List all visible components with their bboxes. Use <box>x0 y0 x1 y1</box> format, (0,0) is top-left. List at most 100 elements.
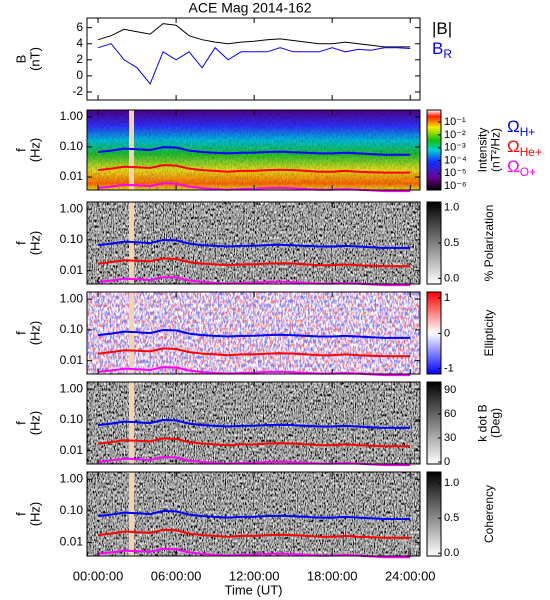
colorbar-label: Coherency <box>482 485 496 543</box>
data-gap <box>129 382 134 464</box>
colorbar-tick-label: 90 <box>444 384 456 396</box>
y-tick-label: 0.01 <box>60 263 84 277</box>
data-gap <box>129 202 134 284</box>
plot-area <box>87 110 420 190</box>
colorbar-label: Ellipticity <box>482 310 496 357</box>
y-tick-label: 1.00 <box>60 291 84 305</box>
series-line <box>97 347 411 358</box>
colorbar-tick-label: 1.0 <box>444 202 459 214</box>
series-line <box>97 23 411 48</box>
data-gap <box>129 110 134 190</box>
legend-subscript: H+ <box>520 125 536 139</box>
plot-frame <box>86 291 421 375</box>
colorbar-tick-label: 10⁻² <box>444 129 466 141</box>
y-tick-label: 0.01 <box>60 169 84 183</box>
x-tick-label: 00:00:00 <box>73 568 124 583</box>
colorbar <box>426 381 442 465</box>
y-axis-label: f <box>13 241 28 245</box>
y-axis-label: f <box>13 512 28 516</box>
colorbar-tick-label: 0 <box>444 456 450 468</box>
colorbar-tick-label: 0.5 <box>444 512 459 524</box>
series-line <box>97 528 411 539</box>
colorbar-tick-label: 0 <box>444 327 450 339</box>
x-tick-label: 18:00:00 <box>307 568 358 583</box>
chart-title: ACE Mag 2014-162 <box>189 0 312 16</box>
colorbar-tick-label: 60 <box>444 408 456 420</box>
plot-frame <box>86 109 421 191</box>
x-tick-label: 12:00:00 <box>229 568 280 583</box>
y-tick-label: 0.10 <box>60 503 84 517</box>
colorbar-tick-label: 0.0 <box>444 272 459 284</box>
x-tick-label: 24:00:00 <box>385 568 436 583</box>
legend-name: Ω <box>507 157 520 176</box>
colorbar-label: k dot B <box>476 404 490 441</box>
colorbar <box>426 109 442 191</box>
series-line <box>97 418 411 429</box>
legend-subscript: O+ <box>520 165 536 179</box>
colorbar-label: (nT²/Hz) <box>489 128 503 172</box>
legend-name: Ω <box>507 137 520 156</box>
y-tick-label: 1.00 <box>60 381 84 395</box>
series-line <box>97 328 411 339</box>
legend-label: ΩO+ <box>507 157 536 179</box>
colorbar-tick-label: 1.0 <box>444 477 459 489</box>
y-tick-label: 0.10 <box>60 322 84 336</box>
y-tick-label: 6 <box>76 20 83 34</box>
y-tick-label: 4 <box>76 36 83 50</box>
legend-name: |B| <box>432 19 452 38</box>
y-tick-label: 0.01 <box>60 443 84 457</box>
series-line <box>97 146 411 156</box>
legend-label: |B| <box>432 19 452 38</box>
y-tick-label: 0 <box>76 68 83 82</box>
colorbar-tick-label: 0.5 <box>444 237 459 249</box>
colorbar-label: Intensity <box>476 128 490 173</box>
series-line <box>97 164 411 174</box>
legend-label: ΩH+ <box>507 117 535 139</box>
y-tick-label: 0.01 <box>60 353 84 367</box>
plot-frame <box>86 381 421 465</box>
y-tick-label: 1.00 <box>60 471 84 485</box>
colorbar-tick-label: 10⁻⁵ <box>444 167 467 179</box>
legend-label: ΩHe+ <box>507 137 542 159</box>
legend-name: Ω <box>507 117 520 136</box>
y-axis-label: B <box>13 55 28 64</box>
colorbar-tick-label: -1 <box>444 363 454 375</box>
y-axis-label: (Hz) <box>27 321 42 346</box>
x-axis-label: Time (UT) <box>224 582 282 597</box>
colorbar-tick-label: 30 <box>444 432 456 444</box>
y-tick-label: -2 <box>72 84 83 98</box>
y-axis-label: f <box>13 331 28 335</box>
legend-name: B <box>432 39 443 58</box>
plot-frame <box>86 201 421 285</box>
series-line <box>97 43 411 85</box>
x-tick-label: 06:00:00 <box>151 568 202 583</box>
y-axis-label: (Hz) <box>27 138 42 163</box>
data-gap <box>129 472 134 556</box>
legend-subscript: R <box>443 47 452 61</box>
colorbar-tick-label: 10⁻⁶ <box>444 180 467 192</box>
colorbar-label: (Deg) <box>489 408 503 438</box>
series-line <box>97 257 411 268</box>
plot-frame <box>86 471 421 557</box>
colorbar-tick-label: 10⁻³ <box>444 142 466 154</box>
colorbar-tick-label: 1 <box>444 292 450 304</box>
legend-subscript: He+ <box>520 145 542 159</box>
colorbar-label: % Polarization <box>482 205 496 282</box>
y-tick-label: 0.10 <box>60 412 84 426</box>
y-tick-label: 2 <box>76 52 83 66</box>
y-axis-label: (Hz) <box>27 231 42 256</box>
data-gap <box>129 292 134 374</box>
y-axis-label: (Hz) <box>27 411 42 436</box>
colorbar-tick-label: 0.0 <box>444 547 459 559</box>
colorbar-tick-label: 10⁻¹ <box>444 116 466 128</box>
y-axis-label: f <box>13 148 28 152</box>
series-line <box>97 238 411 249</box>
y-tick-label: 1.00 <box>60 201 84 215</box>
y-tick-label: 0.10 <box>60 139 84 153</box>
colorbar-tick-label: 10⁻⁴ <box>444 154 467 166</box>
series-line <box>97 509 411 520</box>
y-tick-label: 0.10 <box>60 232 84 246</box>
y-axis-label: (Hz) <box>27 502 42 527</box>
legend-label: BR <box>432 39 452 61</box>
